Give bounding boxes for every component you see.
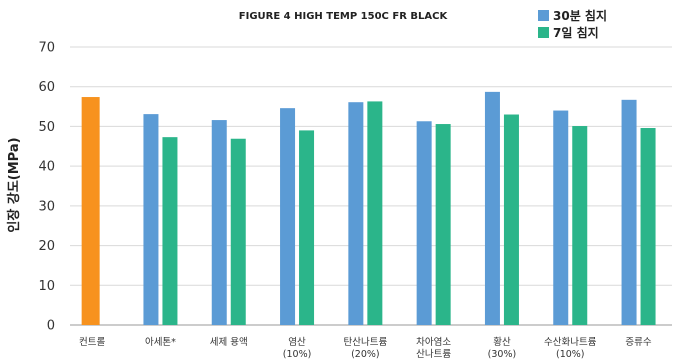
x-tick-label: 염산 (10%)	[283, 337, 312, 360]
legend-swatch	[538, 10, 549, 21]
x-tick-label-line: (30%)	[488, 349, 517, 360]
bar-7day-5	[435, 124, 451, 325]
bar-7day-1	[162, 137, 178, 325]
x-tick-label-line: 증류수	[625, 337, 651, 348]
x-tick-label-line: 차아염소	[416, 336, 451, 348]
y-tick-label: 60	[38, 80, 55, 95]
bar-30min-5	[416, 121, 432, 325]
x-tick-label: 탄산나트륨 (20%)	[343, 337, 387, 360]
x-tick-label-line: 아세톤*	[145, 337, 176, 348]
x-tick-label: 컨트롤	[79, 337, 105, 348]
bar-7day-4	[367, 101, 383, 325]
y-tick-label: 20	[38, 239, 55, 254]
x-tick-label-line: 산나트륨	[416, 349, 451, 360]
bar-30min-4	[348, 102, 364, 326]
y-tick-label: 70	[38, 41, 55, 56]
bar-7day-2	[230, 138, 246, 325]
y-axis-label: 인장 강도(MPa)	[6, 137, 22, 232]
y-tick-label: 50	[38, 120, 55, 135]
x-tick-label: 수산화나트륨 (10%)	[544, 337, 597, 360]
y-tick-label: 10	[38, 279, 55, 294]
x-tick-label-line: 컨트롤	[79, 337, 105, 348]
y-tick-label: 30	[38, 199, 55, 214]
x-tick-label-line: 수산화나트륨	[544, 337, 597, 348]
x-tick-label: 세제 용액	[210, 336, 248, 348]
bar-30min-3	[280, 108, 296, 325]
y-tick-label: 40	[38, 160, 55, 175]
x-tick-label: 아세톤*	[145, 337, 176, 348]
bar-30min-7	[553, 110, 569, 326]
x-tick-label-line: 염산	[288, 337, 306, 348]
bar-30min-8	[621, 99, 637, 325]
legend: 30분 침지 7일 침지	[538, 8, 607, 40]
x-tick-label: 황산 (30%)	[488, 337, 517, 360]
x-tick-label: 증류수	[625, 337, 651, 348]
x-tick-label-line: 세제 용액	[210, 336, 248, 348]
x-tick-label-line: (20%)	[351, 349, 380, 360]
legend-label: 30분 침지	[553, 8, 607, 23]
x-tick-label: 차아염소 산나트륨	[416, 336, 451, 360]
bar-7day-8	[640, 128, 656, 325]
y-axis-ticks: 0 10 20 30 40 50 60 70	[38, 41, 55, 334]
y-tick-label: 0	[47, 319, 55, 334]
x-axis-ticks: 컨트롤 아세톤* 세제 용액 염산 (10%)탄산나트륨 (20%)차아염소 산나트륨황산(…	[79, 336, 652, 360]
legend-label: 7일 침지	[553, 25, 599, 40]
bar-7day-3	[299, 130, 315, 325]
bar-7day-6	[503, 114, 519, 325]
legend-swatch	[538, 27, 549, 38]
bars	[81, 91, 656, 326]
x-tick-label-line: (10%)	[283, 349, 312, 360]
chart-title: FIGURE 4 HIGH TEMP 150C FR BLACK	[239, 11, 449, 22]
x-tick-label-line: (10%)	[556, 349, 585, 360]
bar-30min-2	[211, 120, 227, 326]
bar-7day-7	[572, 126, 588, 325]
bar-control	[81, 97, 100, 325]
x-tick-label-line: 황산	[493, 337, 511, 348]
x-tick-label-line: 탄산나트륨	[343, 337, 387, 348]
bar-30min-1	[143, 114, 159, 325]
bar-30min-6	[484, 91, 500, 326]
